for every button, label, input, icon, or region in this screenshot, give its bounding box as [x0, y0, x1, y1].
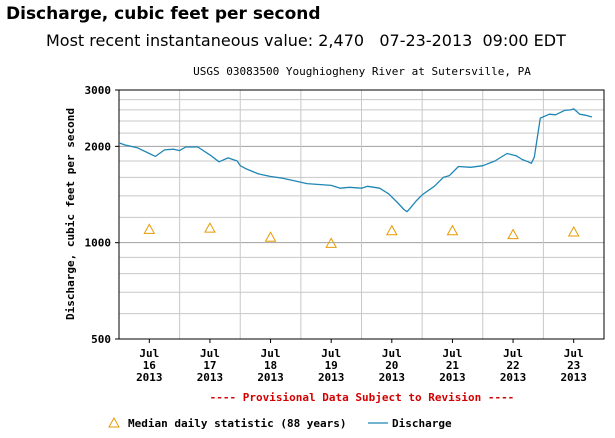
- legend-median-label: Median daily statistic (88 years): [128, 417, 347, 430]
- median-marker: [204, 222, 216, 233]
- recent-value-label: Most recent instantaneous value:: [46, 31, 314, 50]
- y-axis: 3000 2000 1000 500: [85, 84, 119, 346]
- x-tick-label: 2013: [379, 371, 406, 384]
- median-marker: [507, 228, 519, 240]
- x-tick-label: 17: [203, 359, 216, 372]
- x-tick-label: Jul: [564, 347, 584, 360]
- x-tick-label: 16: [143, 359, 157, 372]
- median-marker: [325, 237, 338, 248]
- x-tick-label: 2013: [560, 371, 587, 384]
- series: [118, 108, 593, 248]
- median-marker: [143, 223, 156, 234]
- x-tick-label: 18: [264, 359, 277, 372]
- x-tick-label: 20: [385, 359, 398, 372]
- x-tick-label: 2013: [136, 371, 163, 384]
- median-marker: [385, 224, 398, 236]
- page-title: Discharge, cubic feet per second: [6, 4, 321, 24]
- x-tick-label: 2013: [500, 371, 527, 384]
- provisional-note: ---- Provisional Data Subject to Revisio…: [210, 391, 515, 404]
- y-tick-label: 500: [91, 333, 111, 346]
- x-tick-label: Jul: [321, 347, 341, 360]
- x-tick-label: Jul: [382, 347, 402, 360]
- chart-title: USGS 03083500 Youghiogheny River at Sute…: [193, 65, 531, 78]
- recent-time: 09:00 EDT: [482, 31, 566, 50]
- recent-value-line: Most recent instantaneous value: 2,470 0…: [46, 31, 566, 50]
- x-axis: Jul162013Jul172013Jul182013Jul192013Jul2…: [136, 339, 587, 384]
- legend-median-triangle-icon: [108, 416, 120, 428]
- y-tick-label: 3000: [85, 84, 112, 97]
- x-tick-label: Jul: [261, 347, 281, 360]
- y-axis-label: Discharge, cubic feet per second: [64, 108, 77, 320]
- y-tick-label: 2000: [85, 140, 112, 153]
- grid: [119, 89, 604, 340]
- legend-discharge-label: Discharge: [392, 417, 452, 430]
- recent-date: 07-23-2013: [379, 31, 473, 50]
- x-tick-label: 19: [325, 359, 338, 372]
- x-tick-label: Jul: [139, 347, 159, 360]
- x-tick-label: 22: [506, 359, 519, 372]
- discharge-line: [118, 108, 593, 213]
- legend: Median daily statistic (88 years) Discha…: [108, 416, 452, 430]
- x-tick-label: 2013: [318, 371, 345, 384]
- x-tick-label: 2013: [197, 371, 224, 384]
- x-tick-label: 21: [446, 359, 460, 372]
- x-tick-label: 2013: [439, 371, 466, 384]
- x-tick-label: 23: [567, 359, 580, 372]
- median-marker: [264, 231, 277, 242]
- median-marker: [567, 225, 580, 237]
- plot-frame: [118, 89, 605, 340]
- median-marker: [446, 224, 459, 236]
- x-tick-label: 2013: [257, 371, 284, 384]
- x-tick-label: Jul: [443, 347, 463, 360]
- x-tick-label: Jul: [503, 347, 523, 360]
- recent-value: 2,470: [318, 31, 365, 50]
- x-tick-label: Jul: [200, 347, 220, 360]
- y-tick-label: 1000: [85, 237, 112, 250]
